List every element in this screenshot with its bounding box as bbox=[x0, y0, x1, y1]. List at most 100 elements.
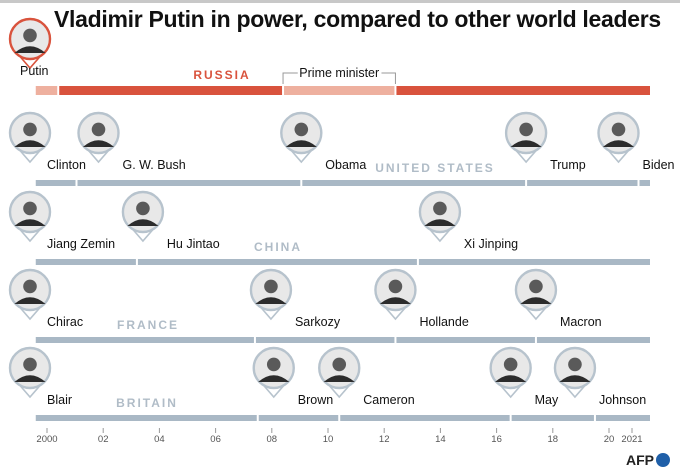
leader-portrait-icon bbox=[280, 111, 323, 164]
leader-name-trump: Trump bbox=[550, 158, 586, 172]
x-tick-label: 16 bbox=[491, 434, 502, 445]
bar-segment-clinton bbox=[35, 180, 77, 186]
annotation-bracket bbox=[282, 72, 396, 84]
leader-portrait-icon bbox=[597, 111, 640, 164]
leader-portrait-icon bbox=[514, 268, 558, 321]
leader-portrait-icon bbox=[504, 111, 548, 164]
portrait-head bbox=[23, 122, 37, 137]
leader-portrait-icon bbox=[489, 346, 532, 399]
portrait-shoulders bbox=[323, 375, 355, 382]
leader-portrait-icon bbox=[8, 17, 52, 70]
leader-name-blair: Blair bbox=[47, 393, 72, 407]
leader-portrait-icon bbox=[77, 111, 120, 164]
portrait-shoulders bbox=[258, 375, 290, 382]
x-tick-label: 10 bbox=[323, 434, 334, 445]
portrait-head bbox=[23, 357, 37, 372]
portrait-shoulders bbox=[559, 375, 591, 382]
leader-portrait-icon bbox=[374, 268, 417, 321]
afp-logo-icon bbox=[656, 453, 670, 467]
leader-portrait-icon bbox=[8, 111, 52, 164]
credit-label: AFP bbox=[626, 452, 654, 468]
bar-segment-johnson bbox=[594, 415, 650, 421]
row-united-states: UNITED STATES Clinton G. W. Bush Obama Trump… bbox=[8, 111, 675, 189]
leader-name-may: May bbox=[535, 393, 559, 407]
row-china: CHINA Jiang Zemin Hu Jintao Xi Jinping bbox=[8, 190, 650, 268]
chart-title: Vladimir Putin in power, compared to oth… bbox=[54, 6, 661, 32]
leader-name-obama: Obama bbox=[325, 158, 366, 172]
bar-segment-chirac bbox=[35, 337, 255, 343]
portrait-shoulders bbox=[14, 140, 46, 147]
portrait-shoulders bbox=[602, 140, 635, 147]
leader-portrait-icon bbox=[553, 346, 597, 399]
portrait-head bbox=[503, 357, 518, 372]
bar-segment-putin bbox=[283, 86, 396, 95]
portrait-shoulders bbox=[520, 297, 552, 304]
row-russia: RUSSIA Prime minister Putin bbox=[8, 17, 650, 98]
country-label: FRANCE bbox=[117, 318, 179, 332]
portrait-head bbox=[388, 279, 403, 294]
leader-portrait-icon bbox=[418, 190, 462, 243]
portrait-head bbox=[136, 201, 150, 216]
bar-segment-g-w-bush bbox=[76, 180, 302, 186]
leader-name-g-w-bush: G. W. Bush bbox=[123, 158, 186, 172]
leader-name-jiang-zemin: Jiang Zemin bbox=[47, 237, 115, 251]
bar-segment-trump bbox=[526, 180, 639, 186]
leader-name-chirac: Chirac bbox=[47, 315, 83, 329]
portrait-head bbox=[23, 279, 37, 294]
x-tick-label: 02 bbox=[98, 434, 109, 445]
leader-name-xi-jinping: Xi Jinping bbox=[464, 237, 518, 251]
portrait-head bbox=[266, 357, 281, 372]
portrait-head bbox=[23, 201, 37, 216]
portrait-shoulders bbox=[127, 219, 159, 226]
bar-segment-blair bbox=[35, 415, 258, 421]
portrait-shoulders bbox=[285, 140, 317, 147]
leader-name-hollande: Hollande bbox=[419, 315, 468, 329]
x-tick-label: 08 bbox=[267, 434, 278, 445]
bar-segment-putin bbox=[395, 86, 650, 95]
x-tick-label: 2021 bbox=[621, 434, 642, 445]
country-label: UNITED STATES bbox=[375, 161, 495, 175]
x-axis: 2000 02 04 06 08 10 12 14 16 18 20 2021 bbox=[36, 428, 643, 445]
portrait-head bbox=[611, 122, 626, 137]
leader-portrait-icon bbox=[249, 268, 293, 321]
country-label: CHINA bbox=[254, 240, 302, 254]
leader-portrait-icon bbox=[318, 346, 361, 399]
leader-name-biden: Biden bbox=[643, 158, 675, 172]
x-tick-label: 04 bbox=[154, 434, 165, 445]
country-label: BRITAIN bbox=[116, 396, 178, 410]
leader-portrait-icon bbox=[252, 346, 295, 399]
portrait-head bbox=[433, 201, 447, 216]
portrait-shoulders bbox=[495, 375, 527, 382]
row-britain: BRITAIN Blair Brown Cameron May Johnson bbox=[8, 346, 650, 424]
bar-segment-hollande bbox=[395, 337, 536, 343]
bar-segment-hu-jintao bbox=[136, 259, 418, 265]
leader-name-sarkozy: Sarkozy bbox=[295, 315, 341, 329]
portrait-shoulders bbox=[14, 375, 46, 382]
bar-segment-brown bbox=[257, 415, 340, 421]
portrait-head bbox=[568, 357, 582, 372]
country-label: RUSSIA bbox=[193, 68, 250, 82]
portrait-shoulders bbox=[510, 140, 542, 147]
leader-name-putin: Putin bbox=[20, 64, 49, 78]
portrait-shoulders bbox=[14, 297, 46, 304]
x-tick-label: 14 bbox=[435, 434, 446, 445]
x-tick-label: 20 bbox=[604, 434, 615, 445]
x-tick-label: 18 bbox=[548, 434, 559, 445]
bar-segment-xi-jinping bbox=[417, 259, 650, 265]
bar-segment-putin bbox=[58, 86, 284, 95]
x-tick-label: 12 bbox=[379, 434, 390, 445]
afp-credit: AFP bbox=[626, 452, 670, 468]
top-rule bbox=[0, 0, 680, 3]
portrait-head bbox=[294, 122, 309, 137]
portrait-head bbox=[519, 122, 533, 137]
bar-segment-may bbox=[510, 415, 595, 421]
bar-segment-obama bbox=[301, 180, 527, 186]
leader-name-clinton: Clinton bbox=[47, 158, 86, 172]
leader-portrait-icon bbox=[8, 346, 52, 399]
portrait-head bbox=[23, 28, 37, 43]
row-france: FRANCE Chirac Sarkozy Hollande Macron bbox=[8, 268, 650, 346]
portrait-shoulders bbox=[82, 140, 115, 147]
x-tick-label: 06 bbox=[210, 434, 221, 445]
portrait-head bbox=[332, 357, 347, 372]
leader-name-hu-jintao: Hu Jintao bbox=[167, 237, 220, 251]
